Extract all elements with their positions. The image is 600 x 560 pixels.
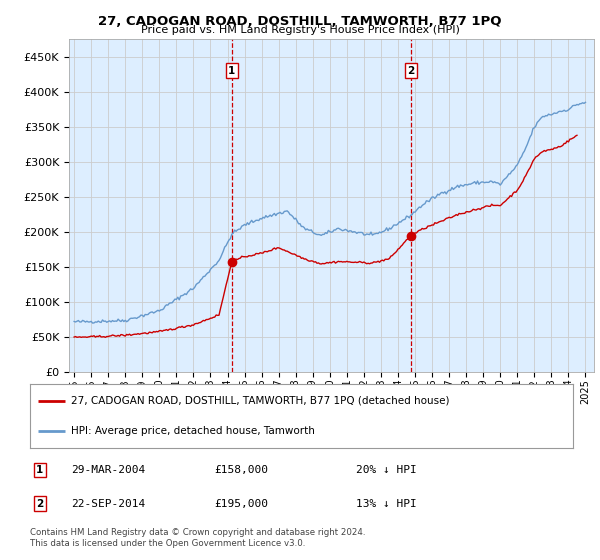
Text: £195,000: £195,000 [215, 498, 269, 508]
Text: 13% ↓ HPI: 13% ↓ HPI [356, 498, 416, 508]
Text: Price paid vs. HM Land Registry's House Price Index (HPI): Price paid vs. HM Land Registry's House … [140, 25, 460, 35]
Text: Contains HM Land Registry data © Crown copyright and database right 2024.
This d: Contains HM Land Registry data © Crown c… [30, 528, 365, 548]
Text: 1: 1 [36, 465, 43, 475]
Text: 22-SEP-2014: 22-SEP-2014 [71, 498, 145, 508]
Text: 27, CADOGAN ROAD, DOSTHILL, TAMWORTH, B77 1PQ: 27, CADOGAN ROAD, DOSTHILL, TAMWORTH, B7… [98, 15, 502, 27]
Text: £158,000: £158,000 [215, 465, 269, 475]
Text: 2: 2 [36, 498, 43, 508]
Text: 20% ↓ HPI: 20% ↓ HPI [356, 465, 416, 475]
Text: 29-MAR-2004: 29-MAR-2004 [71, 465, 145, 475]
Text: 1: 1 [228, 66, 235, 76]
Text: 27, CADOGAN ROAD, DOSTHILL, TAMWORTH, B77 1PQ (detached house): 27, CADOGAN ROAD, DOSTHILL, TAMWORTH, B7… [71, 396, 449, 406]
Text: 2: 2 [407, 66, 415, 76]
Text: HPI: Average price, detached house, Tamworth: HPI: Average price, detached house, Tamw… [71, 426, 314, 436]
